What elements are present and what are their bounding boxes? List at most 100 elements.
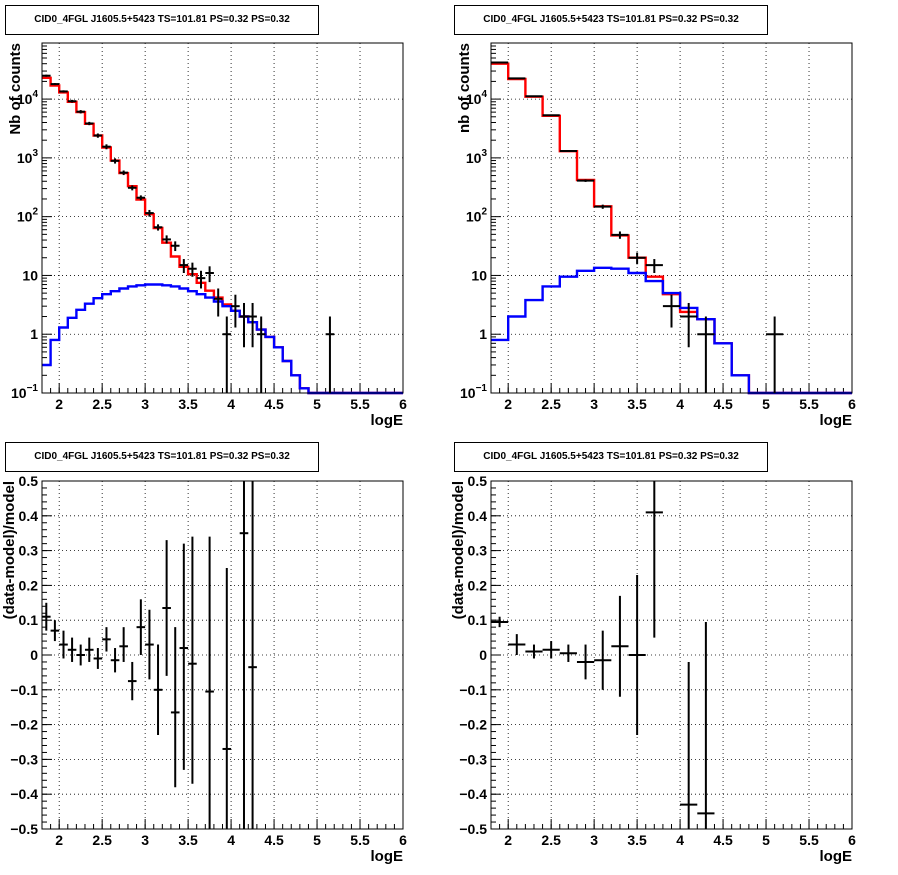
x-tick-label: 2	[504, 832, 512, 848]
x-tick-label: 6	[399, 832, 407, 848]
y-tick-label: 0.5	[468, 473, 488, 489]
data-point	[576, 179, 595, 182]
data-point	[119, 627, 128, 662]
x-tick-label: 2.5	[541, 396, 561, 412]
histogram-series	[42, 76, 403, 395]
plot-frame	[41, 42, 404, 394]
y-tick-label: 0	[479, 647, 487, 663]
data-point	[628, 574, 646, 736]
y-tick-label: 0.4	[19, 508, 39, 524]
x-tick-label: 4	[227, 832, 235, 848]
data-point	[76, 110, 85, 114]
data-point	[594, 630, 612, 690]
data-point	[205, 536, 214, 829]
y-tick-label: 1	[479, 326, 487, 342]
y-axis-label: Nb of counts	[7, 43, 24, 135]
x-tick-label: 2.5	[92, 832, 112, 848]
histogram-series	[491, 266, 852, 395]
data-point	[76, 644, 85, 666]
data-point	[127, 661, 137, 701]
y-tick-label: −0.3	[459, 751, 487, 767]
chart-panel-counts-left: 2 2.5 3 3.5 4 4.5 5 5.5 6 10−1 1 10 102 103 104 logE Nb …	[0, 0, 449, 437]
data-point	[42, 74, 51, 77]
data-point	[231, 294, 240, 328]
data-point	[662, 294, 681, 328]
x-tick-label: 2.5	[541, 832, 561, 848]
x-tick-label: 3	[141, 396, 149, 412]
data-point	[645, 481, 663, 638]
chart-title: CID0_4FGL J1605.5+5423 TS=101.81 PS=0.32…	[454, 5, 768, 35]
y-tick-label: 104	[17, 89, 39, 107]
chart-svg-residuals-right: 2 2.5 3 3.5 4 4.5 5 5.5 6 −0.5 −0.4 −0.3 −0.2 −0.1 0 0.…	[450, 473, 856, 865]
x-tick-label: 5.5	[799, 832, 819, 848]
plot-frame	[490, 480, 853, 830]
plot-frame	[490, 42, 853, 394]
y-tick-label: −0.1	[10, 682, 38, 698]
histogram-series	[491, 62, 852, 395]
data-point	[93, 648, 103, 669]
x-tick-label: 5.5	[799, 396, 819, 412]
x-tick-label: 2.5	[92, 396, 112, 412]
data-point	[525, 644, 543, 659]
data-point	[136, 195, 146, 201]
data-point	[628, 252, 646, 265]
data-point	[205, 266, 214, 283]
x-axis-label: logE	[371, 848, 404, 865]
data-point	[559, 644, 577, 662]
y-tick-label: 0.2	[468, 577, 488, 593]
chart-panel-residuals-left: 2 2.5 3 3.5 4 4.5 5 5.5 6 −0.5 −0.4 −0.3 −0.2 −0.1 0 0.…	[0, 437, 449, 874]
data-point	[162, 235, 171, 244]
data-point	[145, 209, 154, 217]
x-tick-label: 6	[848, 832, 856, 848]
x-tick-label: 3	[590, 396, 598, 412]
data-point	[119, 170, 128, 176]
data-point	[213, 288, 223, 317]
data-point	[248, 302, 257, 348]
chart-title: CID0_4FGL J1605.5+5423 TS=101.81 PS=0.32…	[5, 5, 319, 35]
data-point	[170, 241, 180, 252]
data-point	[127, 185, 137, 191]
data-point	[153, 224, 163, 231]
x-tick-label: 5	[313, 832, 321, 848]
data-point	[559, 149, 577, 152]
data-point	[153, 644, 163, 736]
y-tick-label: 103	[17, 148, 39, 166]
y-tick-label: 0.2	[19, 577, 39, 593]
data-point	[542, 114, 560, 117]
data-point	[248, 481, 257, 829]
x-tick-label: 2	[55, 832, 63, 848]
y-tick-label: 102	[466, 207, 488, 225]
y-axis-label: (data-model)/model	[1, 481, 18, 619]
y-tick-label: 0.3	[19, 543, 39, 559]
x-tick-label: 6	[399, 396, 407, 412]
data-point	[508, 634, 526, 655]
data-point	[239, 302, 249, 348]
data-point	[196, 270, 206, 289]
x-tick-label: 5.5	[350, 832, 370, 848]
chart-svg-counts-right: 2 2.5 3 3.5 4 4.5 5 5.5 6 10−1 1 10 102 103 104 logE nb …	[456, 42, 856, 429]
data-point	[542, 641, 560, 659]
x-tick-label: 5	[762, 396, 770, 412]
data-point	[179, 259, 189, 274]
data-point	[170, 627, 180, 788]
data-point	[188, 262, 197, 277]
data-point	[179, 543, 189, 770]
x-tick-label: 4.5	[264, 832, 284, 848]
chart-svg-residuals-left: 2 2.5 3 3.5 4 4.5 5 5.5 6 −0.5 −0.4 −0.3 −0.2 −0.1 0 0.…	[1, 473, 407, 865]
chart-panel-counts-right: 2 2.5 3 3.5 4 4.5 5 5.5 6 10−1 1 10 102 103 104 logE nb …	[449, 0, 898, 437]
y-tick-label: 0	[30, 647, 38, 663]
x-tick-label: 2	[55, 396, 63, 412]
data-point	[145, 609, 154, 680]
data-point	[50, 83, 60, 86]
data-point	[325, 316, 335, 393]
x-axis-label: logE	[820, 412, 853, 429]
y-tick-label: −0.2	[10, 717, 38, 733]
data-point	[59, 90, 68, 93]
x-tick-label: 4.5	[713, 396, 733, 412]
x-tick-label: 3.5	[627, 396, 647, 412]
data-point	[508, 77, 526, 80]
y-tick-label: −0.4	[459, 786, 487, 802]
data-point	[525, 95, 543, 98]
x-tick-label: 3.5	[178, 396, 198, 412]
data-point	[491, 61, 509, 64]
